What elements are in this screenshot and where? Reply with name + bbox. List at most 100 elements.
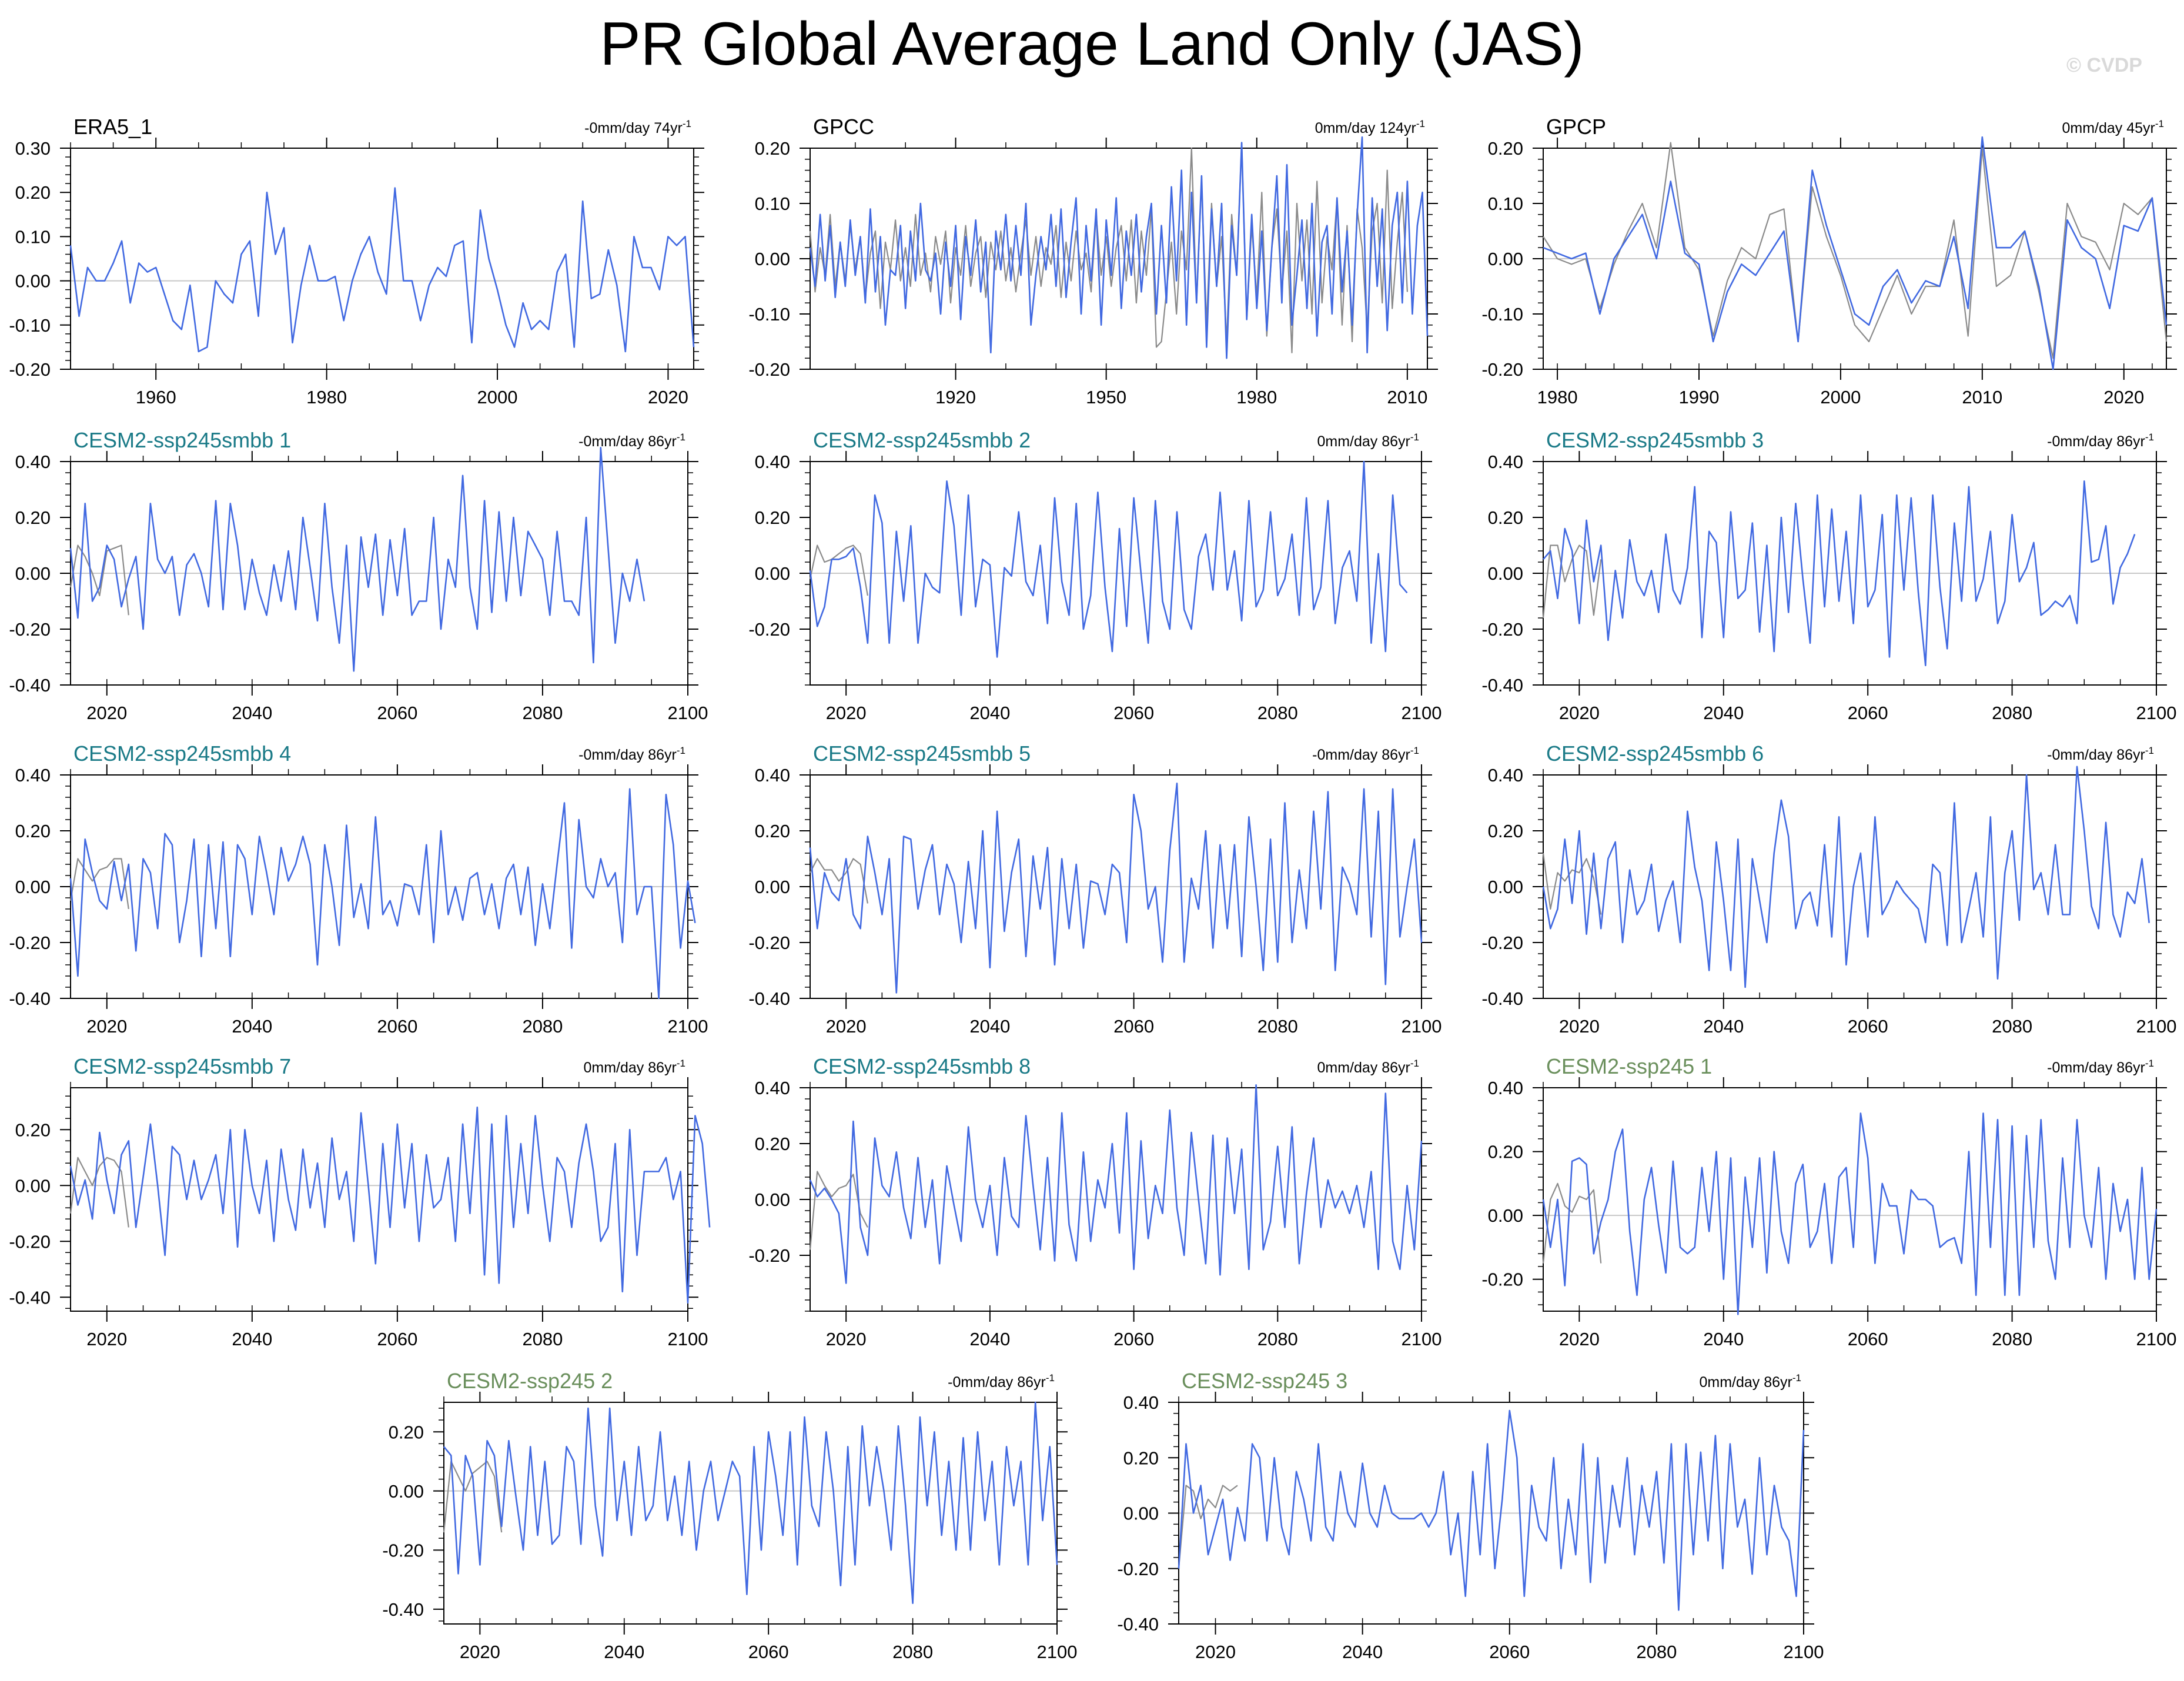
series-line-primary [69, 1107, 711, 1304]
x-tick-label: 2100 [2136, 703, 2177, 723]
series-line-primary [69, 788, 696, 1000]
y-tick-label: 0.20 [1488, 1142, 1523, 1162]
trend-label: -0mm/day 74yr-1 [584, 118, 691, 136]
panel-title: CESM2-ssp245 3 [1182, 1369, 1347, 1393]
x-tick-label: 2020 [1559, 1016, 1600, 1037]
panel-title: CESM2-ssp245smbb 6 [1546, 741, 1764, 766]
y-tick-label: 0.30 [15, 138, 51, 159]
y-tick-label: 0.20 [1488, 138, 1523, 159]
y-tick-label: 0.40 [1488, 1078, 1523, 1098]
y-tick-label: 0.00 [755, 563, 790, 584]
x-tick-label: 2020 [86, 703, 127, 723]
y-tick-label: -0.20 [1481, 359, 1523, 380]
x-tick-label: 2020 [1559, 703, 1600, 723]
y-tick-label: -0.10 [9, 315, 51, 336]
y-tick-label: -0.20 [9, 619, 51, 640]
series-line-reference [1178, 1485, 1238, 1569]
panel-11: CESM2-ssp245smbb 8 0mm/day 86yr-1 2020 2040… [748, 1054, 1441, 1349]
x-tick-label: 2020 [1195, 1642, 1236, 1662]
panel-title: CESM2-ssp245smbb 1 [73, 428, 291, 452]
x-tick-label: 2100 [668, 703, 708, 723]
y-tick-label: 0.00 [755, 249, 790, 269]
trend-label: 0mm/day 86yr-1 [1317, 1058, 1419, 1076]
y-tick-label: 0.20 [1488, 821, 1523, 841]
trend-label: 0mm/day 45yr-1 [2062, 118, 2164, 136]
x-tick-label: 2080 [522, 703, 563, 723]
panel-1: ERA5_1 -0mm/day 74yr-1 1960 1980 2000 2020 -0.… [9, 115, 704, 407]
panel-6: CESM2-ssp245smbb 3 -0mm/day 86yr-1 2020 204… [1481, 428, 2176, 723]
y-tick-label: -0.40 [1481, 675, 1523, 696]
y-tick-label: -0.20 [382, 1540, 424, 1560]
x-tick-label: 2080 [1992, 703, 2032, 723]
panel-12: CESM2-ssp245 1 -0mm/day 86yr-1 2020 2040 206… [1481, 1054, 2176, 1349]
panel-title: CESM2-ssp245 2 [447, 1369, 613, 1393]
panel-14: CESM2-ssp245 3 0mm/day 86yr-1 2020 2040 2060… [1117, 1369, 1824, 1662]
trend-label: -0mm/day 86yr-1 [2047, 745, 2154, 763]
y-tick-label: 0.20 [389, 1422, 424, 1442]
x-tick-label: 2010 [1962, 387, 2002, 407]
trend-label: -0mm/day 86yr-1 [578, 745, 685, 763]
y-tick-label: -0.40 [1117, 1614, 1159, 1635]
plot-frame [443, 1402, 1058, 1625]
trend-label: 0mm/day 86yr-1 [583, 1058, 685, 1076]
y-tick-label: 0.00 [15, 563, 51, 584]
x-tick-label: 2060 [1113, 703, 1154, 723]
panel-4: CESM2-ssp245smbb 1 -0mm/day 86yr-1 2020 204… [9, 428, 708, 723]
trend-label: -0mm/day 86yr-1 [1312, 745, 1419, 763]
y-tick-label: -0.20 [9, 1231, 51, 1252]
figure-title: PR Global Average Land Only (JAS) [600, 10, 1584, 78]
panel-title: CESM2-ssp245 1 [1546, 1054, 1712, 1078]
x-tick-label: 2060 [377, 1329, 417, 1349]
y-tick-label: 0.00 [1488, 249, 1523, 269]
x-tick-label: 2060 [1848, 1016, 1888, 1037]
x-tick-label: 2020 [86, 1329, 127, 1349]
x-tick-label: 2060 [1848, 703, 1888, 723]
plot-frame [70, 148, 694, 370]
series-line-primary [809, 136, 1429, 359]
x-tick-label: 2060 [377, 1016, 417, 1037]
y-tick-label: 0.20 [15, 821, 51, 841]
x-tick-label: 2020 [826, 703, 867, 723]
x-tick-label: 2040 [1703, 1329, 1744, 1349]
y-tick-label: 0.20 [755, 507, 790, 528]
panel-3: GPCP 0mm/day 45yr-1 1980 1990 2000 2010 2020 -0… [1481, 115, 2177, 407]
x-tick-label: 2040 [969, 1329, 1010, 1349]
trend-label: 0mm/day 86yr-1 [1317, 432, 1419, 450]
y-tick-label: 0.20 [15, 1119, 51, 1140]
x-tick-label: 2040 [232, 703, 272, 723]
y-tick-label: 0.00 [1488, 877, 1523, 897]
x-tick-label: 2020 [460, 1642, 500, 1662]
series-line-reference [809, 544, 868, 596]
y-tick-label: 0.00 [1488, 563, 1523, 584]
x-tick-label: 2080 [1257, 703, 1298, 723]
y-tick-label: 0.40 [15, 765, 51, 786]
y-tick-label: 0.40 [1488, 765, 1523, 786]
x-tick-label: 2080 [892, 1642, 933, 1662]
y-tick-label: -0.40 [9, 1287, 51, 1308]
y-tick-label: 0.00 [15, 271, 51, 292]
y-tick-label: -0.10 [1481, 304, 1523, 325]
y-tick-label: 0.00 [755, 1189, 790, 1210]
y-tick-label: 0.00 [15, 1175, 51, 1196]
y-tick-label: 0.10 [1488, 193, 1523, 214]
x-tick-label: 2100 [1037, 1642, 1078, 1662]
x-tick-label: 1960 [136, 387, 176, 407]
y-tick-label: -0.20 [748, 619, 790, 640]
series-line-reference [69, 544, 129, 616]
y-tick-label: -0.20 [9, 359, 51, 380]
panel-title: CESM2-ssp245smbb 5 [813, 741, 1031, 766]
x-tick-label: 2100 [668, 1016, 708, 1037]
panel-title: CESM2-ssp245smbb 7 [73, 1054, 291, 1078]
y-tick-label: 0.20 [1123, 1448, 1159, 1468]
x-tick-label: 1920 [935, 387, 976, 407]
y-tick-label: -0.40 [1481, 988, 1523, 1009]
x-tick-label: 2060 [1489, 1642, 1530, 1662]
x-tick-label: 2080 [1257, 1329, 1298, 1349]
y-tick-label: -0.20 [748, 359, 790, 380]
series-line-reference [69, 858, 129, 910]
series-line-primary [69, 187, 695, 353]
series-line-primary [1542, 1112, 2158, 1315]
series-line-primary [69, 446, 645, 672]
panel-title: GPCP [1546, 115, 1606, 139]
